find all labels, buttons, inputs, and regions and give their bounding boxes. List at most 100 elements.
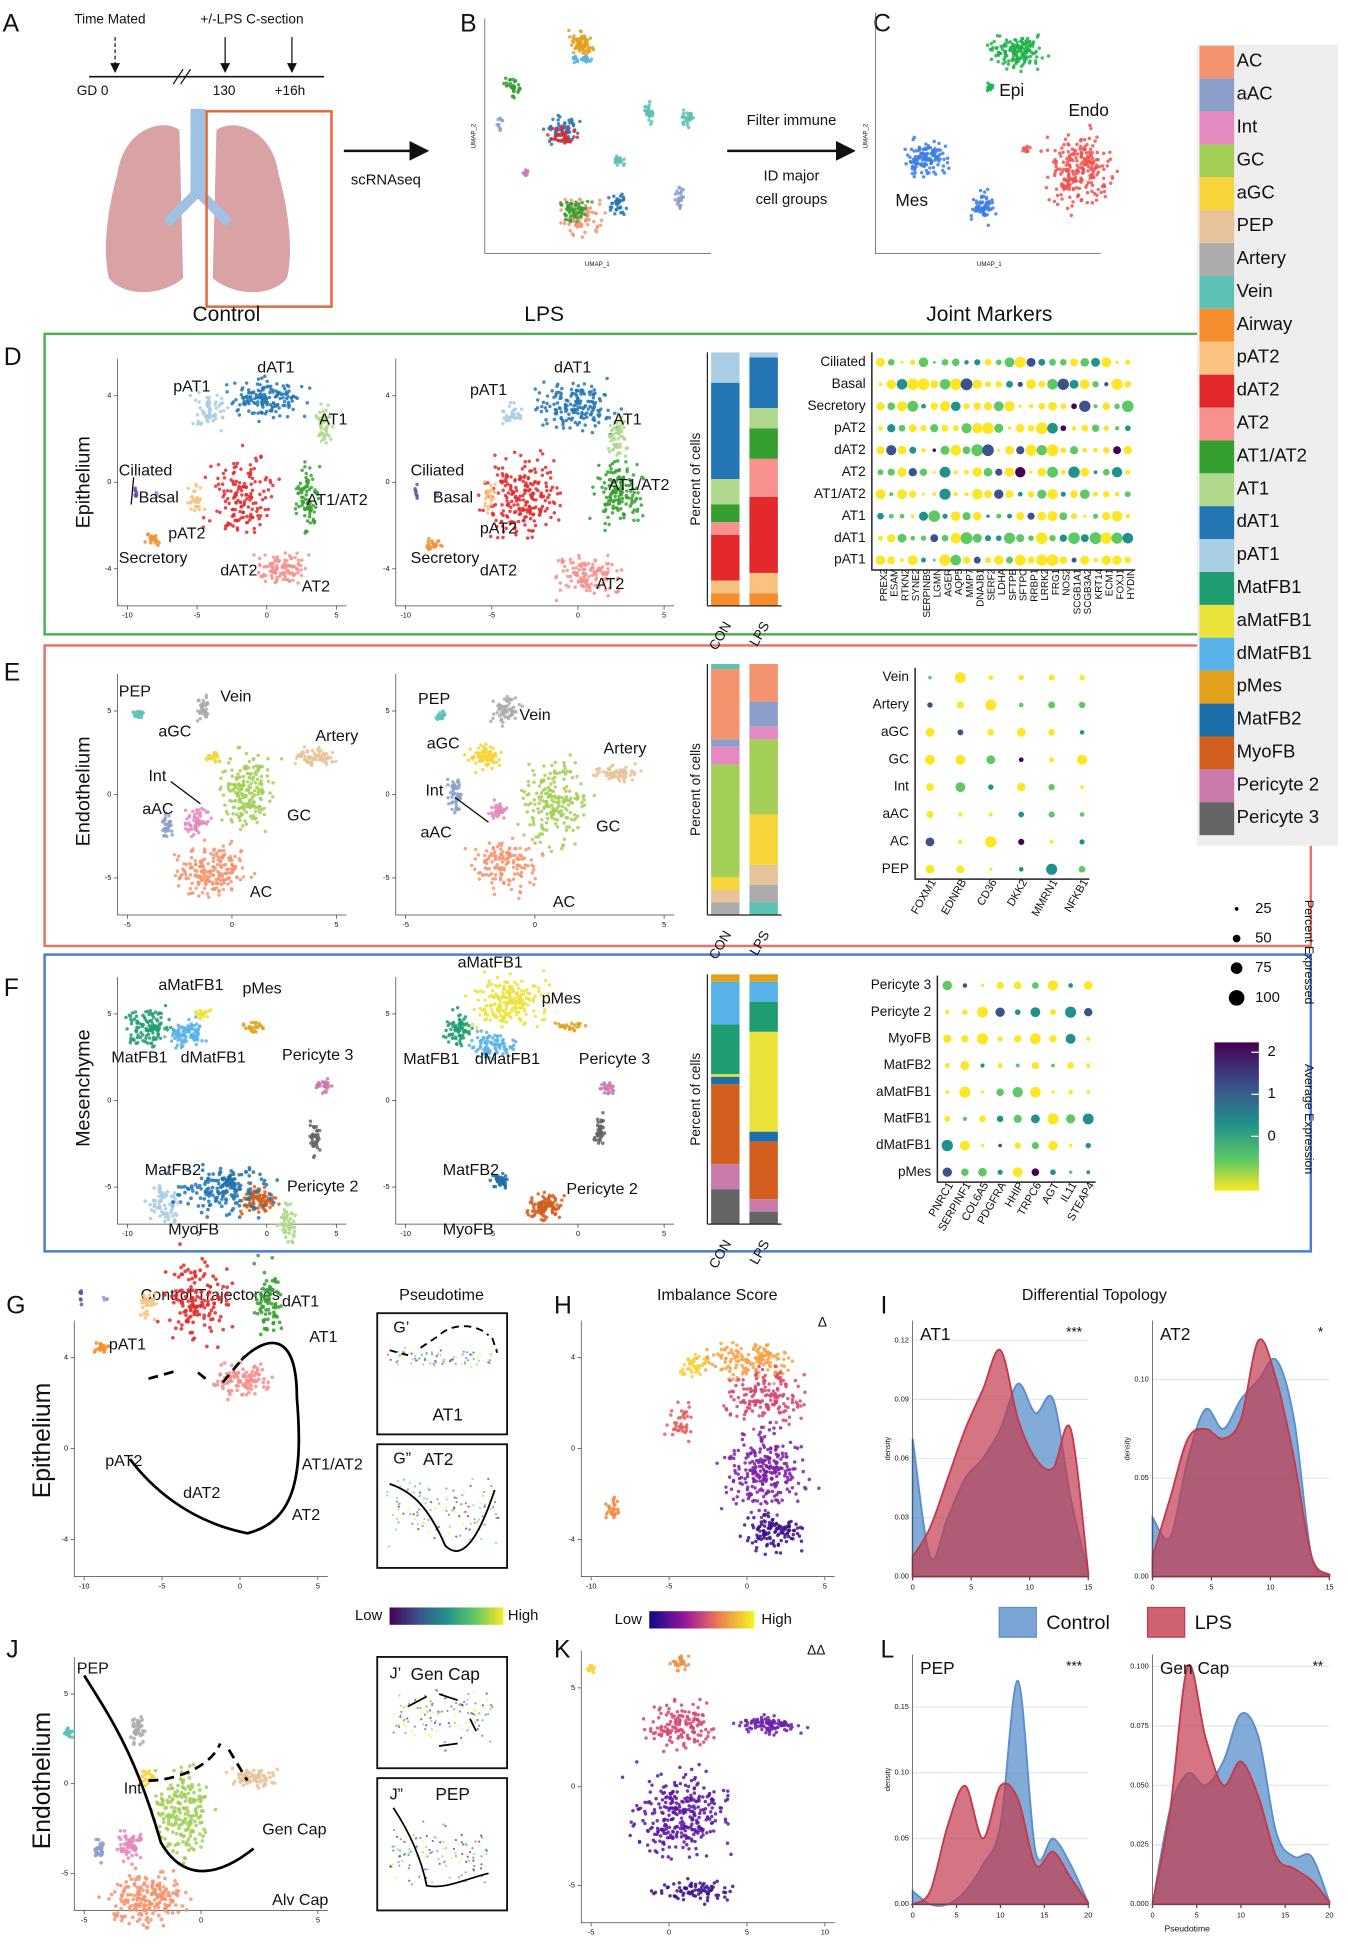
cell-dot: [508, 419, 511, 422]
cell-dot: [248, 800, 251, 803]
cell-dot: [1028, 146, 1031, 149]
cell-dot: [488, 841, 491, 844]
cell-dot: [257, 377, 260, 380]
cell-dot: [299, 482, 302, 485]
cell-dot: [232, 514, 235, 517]
cell-dot: [609, 439, 612, 442]
cell-dot: [247, 472, 250, 475]
cell-dot: [299, 568, 302, 571]
expression-dot: [1081, 425, 1088, 432]
cell-dot: [555, 412, 558, 415]
cell-dot: [1085, 183, 1088, 186]
cell-dot: [196, 422, 199, 425]
cell-dot: [595, 768, 598, 771]
expression-dot: [1083, 514, 1086, 517]
cell-dot: [271, 566, 274, 569]
cell-dot: [534, 835, 537, 838]
expression-dot: [984, 490, 992, 498]
cell-dot: [240, 493, 243, 496]
expression-dot: [1102, 402, 1110, 410]
cell-dot: [205, 874, 208, 877]
cell-dot: [487, 812, 490, 815]
cell-dot: [253, 531, 256, 534]
cell-dot: [198, 1016, 201, 1019]
cell-dot: [553, 810, 556, 813]
y-tick-label: 5: [107, 1009, 111, 1018]
cluster-label: Ciliated: [119, 461, 173, 479]
cell-dot: [537, 811, 540, 814]
cell-dot: [500, 717, 503, 720]
cell-dot: [639, 497, 642, 500]
expression-dot: [940, 446, 949, 455]
cell-dot: [636, 519, 639, 522]
cell-dot: [135, 1015, 138, 1018]
cell-dot: [546, 791, 549, 794]
cluster-label: AT2: [302, 578, 330, 596]
expression-dot: [939, 554, 950, 565]
cell-dot: [211, 873, 214, 876]
cell-dot: [586, 200, 589, 203]
cell-dot: [493, 454, 496, 457]
timeline: [89, 37, 324, 84]
cell-dot: [446, 778, 449, 781]
cell-dot: [581, 584, 584, 587]
cell-dot: [622, 516, 625, 519]
cell-dot: [294, 762, 297, 765]
bar-segment: [711, 505, 739, 523]
expression-dot: [888, 469, 895, 476]
expression-dot: [889, 514, 894, 519]
cell-dot: [228, 789, 231, 792]
cell-dot: [303, 415, 306, 418]
cell-dot: [521, 858, 524, 861]
cell-dot: [501, 713, 504, 716]
cell-dot: [563, 212, 566, 215]
content: ATime Mated+/-LPS C-sectionGD 0130+16hsc…: [3, 10, 1338, 1936]
y-tick-label: 0: [107, 477, 111, 486]
cell-dot: [156, 1035, 159, 1038]
cell-dot: [224, 506, 227, 509]
cell-dot: [513, 451, 516, 454]
expression-dot: [1005, 357, 1015, 367]
cell-dot: [578, 556, 581, 559]
cell-dot: [152, 1025, 155, 1028]
bar-segment: [711, 581, 739, 594]
expression-dot: [887, 534, 895, 542]
cell-dot: [240, 393, 243, 396]
cell-dot: [233, 1177, 236, 1180]
legend-label: AT2: [1237, 412, 1270, 433]
expression-dot: [985, 359, 992, 366]
cell-dot: [193, 1031, 196, 1034]
expression-dot: [1036, 532, 1048, 544]
cell-dot: [219, 879, 222, 882]
cell-dot: [617, 437, 620, 440]
cell-dot: [540, 405, 543, 408]
x-tick-label: 0: [265, 1229, 269, 1238]
cell-dot: [937, 159, 940, 162]
cell-dot: [225, 383, 228, 386]
cell-dot: [610, 563, 613, 566]
cell-dot: [203, 507, 206, 510]
panel-letter: D: [4, 344, 22, 371]
cell-dot: [167, 827, 170, 830]
cell-dot: [594, 424, 597, 427]
cell-dot: [242, 775, 245, 778]
cell-dot: [928, 157, 931, 160]
cell-dot: [562, 778, 565, 781]
cell-dot: [1088, 124, 1091, 127]
cell-dot: [942, 164, 945, 167]
legend-swatch: [1200, 276, 1235, 309]
panel-letter: F: [4, 975, 19, 1002]
cell-dot: [588, 46, 591, 49]
cell-dot: [477, 998, 480, 1001]
cell-dot: [205, 757, 208, 760]
cell-dot: [324, 441, 327, 444]
cell-dot: [242, 516, 245, 519]
cell-dot: [571, 776, 574, 779]
cell-dot: [1108, 150, 1111, 153]
cell-dot: [1095, 198, 1098, 201]
expression-dot: [972, 489, 983, 500]
expression-dot: [1016, 512, 1024, 520]
cell-dot: [531, 838, 534, 841]
cell-dot: [496, 473, 499, 476]
axis-title: UMAP_1: [585, 261, 610, 268]
